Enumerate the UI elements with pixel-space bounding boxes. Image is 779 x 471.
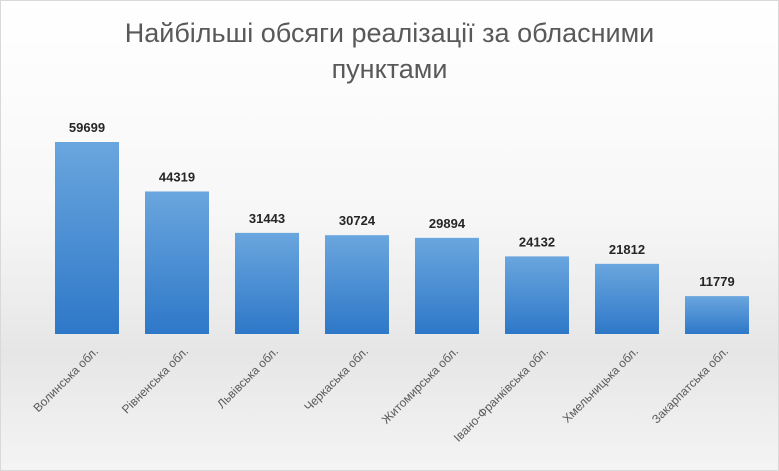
value-label-5: 29894 — [429, 216, 466, 231]
category-label-5: Житомирська обл. — [379, 344, 461, 426]
value-label-8: 11779 — [699, 274, 734, 289]
category-labels-layer: Волинська обл. Рівненська обл. Львівська о… — [30, 344, 731, 444]
category-label-1: Волинська обл. — [30, 344, 101, 415]
value-labels-layer: 59699 44319 31443 30724 29894 24132 21812 11779 — [69, 120, 735, 289]
bar-8 — [685, 296, 749, 334]
value-label-3: 31443 — [249, 211, 285, 226]
bars-layer — [55, 142, 749, 334]
value-label-4: 30724 — [339, 213, 376, 228]
value-label-2: 44319 — [159, 169, 195, 184]
bar-3 — [235, 232, 299, 334]
category-label-2: Рівненська обл. — [119, 344, 191, 416]
bar-5 — [415, 237, 479, 334]
chart-title: Найбільші обсяги реалізації за обласними… — [1, 15, 778, 87]
category-label-8: Закарпатська обл. — [649, 344, 731, 426]
bar-7 — [595, 263, 659, 334]
chart-title-line-1: Найбільші обсяги реалізації за обласними — [124, 18, 655, 48]
category-label-3: Львівська обл. — [214, 344, 281, 411]
bar-2 — [145, 191, 209, 334]
bar-6 — [505, 256, 569, 334]
category-label-7: Хмельницька обл. — [560, 344, 641, 425]
category-label-6: Івано-Франківська обл. — [451, 344, 551, 444]
value-label-7: 21812 — [609, 242, 645, 257]
category-label-4: Черкаська обл. — [301, 344, 371, 414]
value-label-1: 59699 — [69, 120, 105, 135]
bar-4 — [325, 235, 389, 334]
value-label-6: 24132 — [519, 234, 555, 249]
chart-title-line-2: пунктами — [331, 54, 448, 84]
bar-1 — [55, 142, 119, 334]
